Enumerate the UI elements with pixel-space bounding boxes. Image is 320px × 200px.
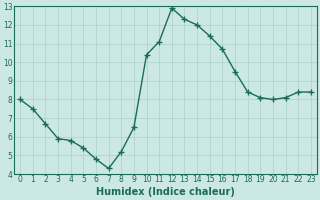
- X-axis label: Humidex (Indice chaleur): Humidex (Indice chaleur): [96, 187, 235, 197]
